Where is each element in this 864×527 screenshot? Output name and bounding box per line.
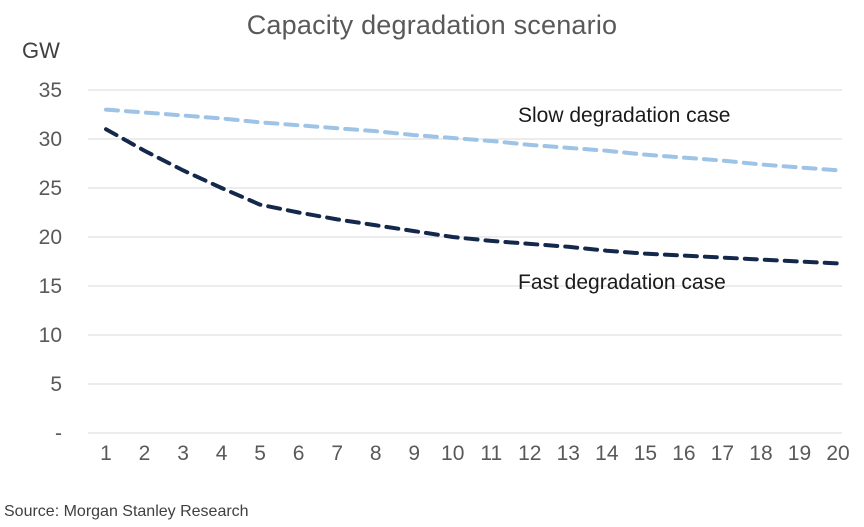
series-label-fast-degradation: Fast degradation case bbox=[518, 271, 726, 294]
svg-text:25: 25 bbox=[39, 177, 62, 200]
source-note: Source: Morgan Stanley Research bbox=[4, 503, 249, 520]
svg-text:10: 10 bbox=[441, 442, 464, 465]
svg-text:13: 13 bbox=[557, 442, 580, 465]
y-axis-tick-labels: - 5 10 15 20 25 30 35 bbox=[39, 79, 62, 445]
svg-text:35: 35 bbox=[39, 79, 62, 102]
svg-text:16: 16 bbox=[672, 442, 695, 465]
chart-title: Capacity degradation scenario bbox=[246, 10, 618, 40]
series-label-slow-degradation: Slow degradation case bbox=[518, 104, 731, 127]
svg-text:15: 15 bbox=[39, 275, 62, 298]
svg-text:8: 8 bbox=[370, 442, 382, 465]
series-line-fast bbox=[104, 127, 840, 266]
svg-text:19: 19 bbox=[788, 442, 811, 465]
y-axis-unit-label: GW bbox=[22, 38, 60, 63]
gridlines bbox=[88, 89, 842, 434]
svg-text:10: 10 bbox=[39, 324, 62, 347]
svg-text:20: 20 bbox=[39, 226, 62, 249]
svg-text:5: 5 bbox=[254, 442, 266, 465]
svg-text:6: 6 bbox=[293, 442, 305, 465]
svg-text:18: 18 bbox=[749, 442, 772, 465]
series-line-slow bbox=[104, 107, 840, 173]
svg-text:9: 9 bbox=[408, 442, 420, 465]
svg-text:20: 20 bbox=[826, 442, 849, 465]
svg-text:4: 4 bbox=[216, 442, 228, 465]
svg-text:2: 2 bbox=[139, 442, 151, 465]
svg-text:30: 30 bbox=[39, 128, 62, 151]
svg-text:3: 3 bbox=[177, 442, 189, 465]
svg-text:12: 12 bbox=[518, 442, 541, 465]
svg-text:11: 11 bbox=[480, 442, 502, 465]
svg-text:1: 1 bbox=[100, 442, 112, 465]
svg-text:-: - bbox=[55, 422, 62, 445]
svg-text:5: 5 bbox=[50, 373, 62, 396]
x-axis-tick-labels: 1 2 3 4 5 6 7 8 9 10 11 12 13 14 15 16 17 18 19 20 bbox=[100, 442, 850, 465]
svg-text:14: 14 bbox=[595, 442, 619, 465]
svg-text:7: 7 bbox=[331, 442, 343, 465]
svg-text:17: 17 bbox=[711, 442, 734, 465]
svg-text:15: 15 bbox=[634, 442, 657, 465]
